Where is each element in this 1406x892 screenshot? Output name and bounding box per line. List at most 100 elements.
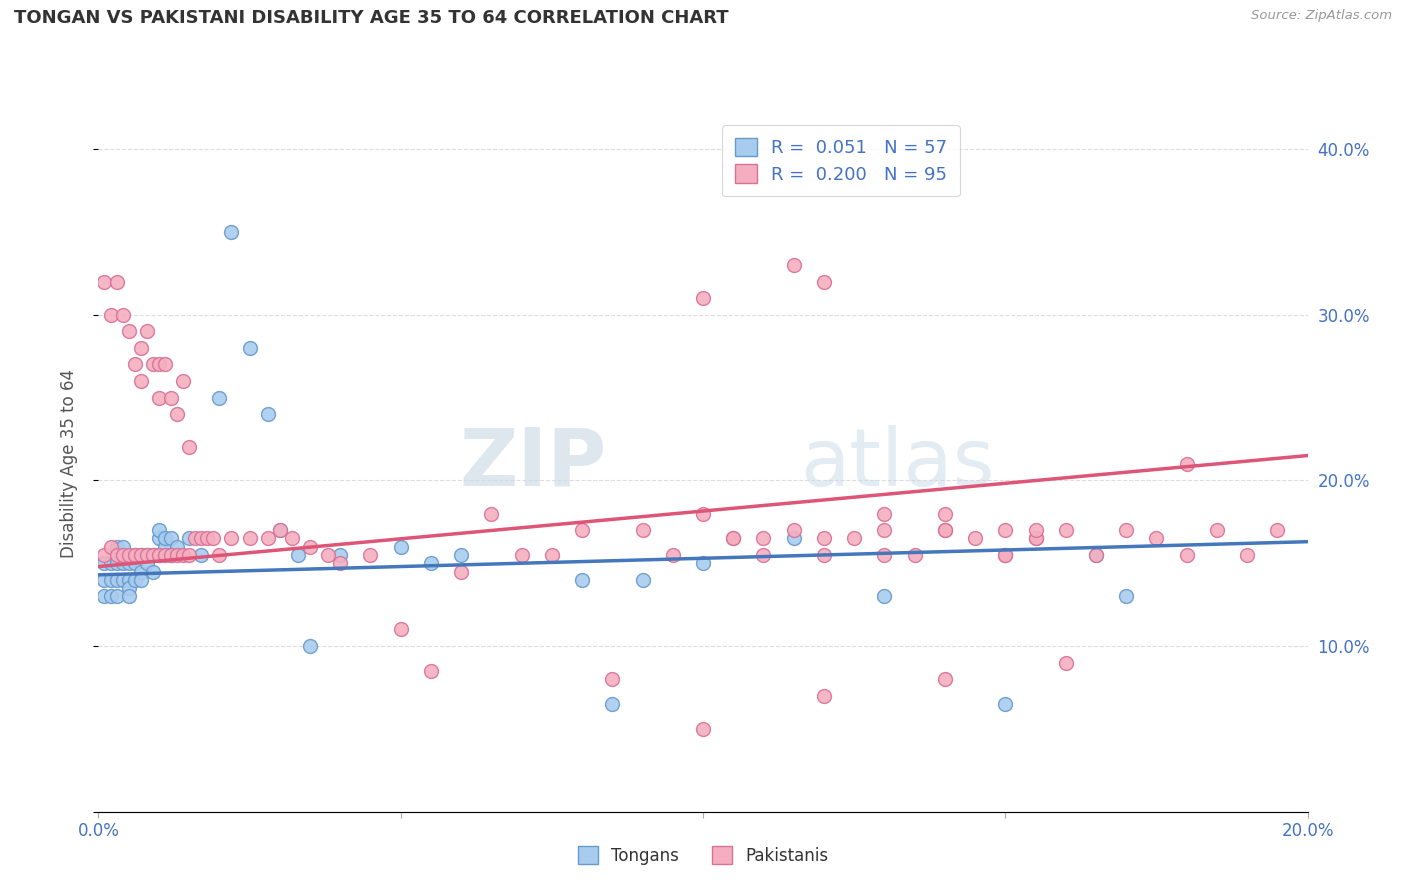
- Point: [1054, 523, 1077, 537]
- Point: [172, 374, 194, 388]
- Point: [1115, 590, 1137, 604]
- Point: [752, 532, 775, 546]
- Point: [179, 548, 201, 562]
- Point: [93, 590, 115, 604]
- Point: [329, 548, 352, 562]
- Point: [873, 523, 896, 537]
- Point: [934, 523, 956, 537]
- Point: [934, 507, 956, 521]
- Point: [111, 540, 134, 554]
- Point: [148, 391, 170, 405]
- Point: [239, 341, 262, 355]
- Point: [179, 532, 201, 546]
- Point: [129, 341, 152, 355]
- Point: [129, 548, 152, 562]
- Text: Source: ZipAtlas.com: Source: ZipAtlas.com: [1251, 9, 1392, 22]
- Point: [813, 275, 835, 289]
- Point: [105, 556, 128, 570]
- Point: [142, 548, 165, 562]
- Point: [129, 573, 152, 587]
- Point: [129, 565, 152, 579]
- Point: [631, 573, 654, 587]
- Point: [153, 358, 176, 372]
- Point: [160, 548, 183, 562]
- Point: [105, 573, 128, 587]
- Point: [299, 639, 322, 653]
- Point: [813, 532, 835, 546]
- Point: [934, 672, 956, 686]
- Point: [148, 358, 170, 372]
- Point: [160, 548, 183, 562]
- Point: [329, 556, 352, 570]
- Point: [571, 523, 593, 537]
- Point: [481, 507, 503, 521]
- Point: [105, 548, 128, 562]
- Point: [105, 590, 128, 604]
- Point: [994, 548, 1017, 562]
- Point: [93, 556, 115, 570]
- Point: [239, 532, 262, 546]
- Point: [269, 523, 291, 537]
- Point: [389, 623, 412, 637]
- Point: [195, 532, 218, 546]
- Point: [420, 664, 443, 678]
- Point: [1024, 523, 1046, 537]
- Point: [1085, 548, 1108, 562]
- Point: [994, 697, 1017, 711]
- Point: [783, 523, 806, 537]
- Point: [142, 565, 165, 579]
- Point: [111, 548, 134, 562]
- Point: [844, 532, 866, 546]
- Point: [873, 507, 896, 521]
- Point: [1175, 457, 1198, 471]
- Point: [118, 573, 141, 587]
- Point: [723, 532, 745, 546]
- Point: [118, 324, 141, 338]
- Point: [1236, 548, 1258, 562]
- Point: [129, 548, 152, 562]
- Point: [1175, 548, 1198, 562]
- Point: [631, 523, 654, 537]
- Point: [100, 308, 122, 322]
- Point: [602, 672, 624, 686]
- Point: [100, 540, 122, 554]
- Point: [111, 573, 134, 587]
- Point: [965, 532, 987, 546]
- Point: [256, 532, 278, 546]
- Point: [1085, 548, 1108, 562]
- Point: [148, 523, 170, 537]
- Text: ZIP: ZIP: [458, 425, 606, 503]
- Point: [420, 556, 443, 570]
- Point: [172, 548, 194, 562]
- Point: [148, 548, 170, 562]
- Point: [93, 275, 115, 289]
- Point: [135, 548, 157, 562]
- Point: [118, 556, 141, 570]
- Point: [221, 532, 243, 546]
- Point: [111, 308, 134, 322]
- Point: [124, 573, 146, 587]
- Point: [1024, 532, 1046, 546]
- Point: [450, 548, 472, 562]
- Point: [100, 556, 122, 570]
- Point: [135, 556, 157, 570]
- Point: [208, 548, 231, 562]
- Point: [221, 225, 243, 239]
- Point: [184, 532, 207, 546]
- Point: [299, 540, 322, 554]
- Text: atlas: atlas: [800, 425, 994, 503]
- Point: [100, 573, 122, 587]
- Point: [124, 548, 146, 562]
- Point: [1054, 656, 1077, 670]
- Point: [202, 532, 225, 546]
- Point: [124, 548, 146, 562]
- Point: [540, 548, 562, 562]
- Point: [994, 548, 1017, 562]
- Legend: Tongans, Pakistanis: Tongans, Pakistanis: [569, 838, 837, 873]
- Point: [153, 548, 176, 562]
- Point: [1115, 523, 1137, 537]
- Point: [93, 548, 115, 562]
- Point: [873, 590, 896, 604]
- Point: [135, 324, 157, 338]
- Point: [160, 391, 183, 405]
